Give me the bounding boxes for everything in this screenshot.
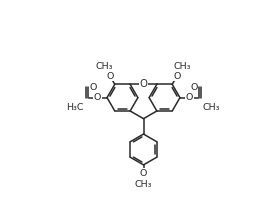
Text: O: O — [186, 93, 193, 102]
Text: O: O — [190, 83, 197, 92]
Text: CH₃: CH₃ — [203, 103, 220, 112]
Text: O: O — [173, 72, 181, 81]
Text: CH₃: CH₃ — [135, 180, 152, 189]
Text: O: O — [90, 83, 97, 92]
Text: H₃C: H₃C — [67, 103, 84, 112]
Text: CH₃: CH₃ — [174, 62, 192, 71]
Text: O: O — [139, 79, 148, 89]
Text: O: O — [106, 72, 114, 81]
Text: O: O — [140, 169, 147, 178]
Text: CH₃: CH₃ — [95, 62, 113, 71]
Text: O: O — [94, 93, 101, 102]
